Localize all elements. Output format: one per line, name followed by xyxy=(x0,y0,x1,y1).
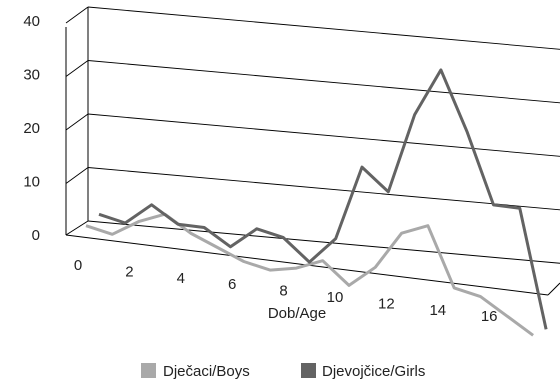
floor-depth-line xyxy=(65,220,89,236)
series-lines xyxy=(85,68,548,337)
legend-swatch-girls xyxy=(301,363,316,378)
x-axis-title: Dob/Age xyxy=(268,305,326,322)
legend-label-boys: Dječaci/Boys xyxy=(163,363,250,380)
gridline xyxy=(87,113,560,157)
x-tick-label: 14 xyxy=(429,302,446,319)
y-tick-label: 40 xyxy=(23,13,40,30)
axes xyxy=(65,7,560,296)
series-line-0 xyxy=(85,212,534,337)
gridline xyxy=(87,6,560,50)
y-tick-label: 10 xyxy=(23,174,40,191)
x-tick-labels: 0 2 4 6 8 10 12 14 16 xyxy=(74,257,498,325)
y-tick-label: 30 xyxy=(23,67,40,84)
gridline-depth xyxy=(65,167,89,184)
gridline xyxy=(87,167,560,211)
legend: Dječaci/Boys Djevojčice/Girls xyxy=(141,363,425,380)
y-tick-labels: 0 10 20 30 40 xyxy=(23,13,40,244)
legend-label-girls: Djevojčice/Girls xyxy=(322,363,425,380)
floor-right-line xyxy=(547,282,560,296)
gridline-depth xyxy=(65,60,89,77)
x-tick-label: 12 xyxy=(378,295,395,312)
x-tick-label: 6 xyxy=(228,276,236,293)
legend-swatch-boys xyxy=(141,363,156,378)
x-tick-label: 0 xyxy=(74,257,82,274)
series-line-1 xyxy=(98,68,548,330)
gridline-depth xyxy=(65,6,89,24)
y-tick-label: 0 xyxy=(32,227,40,244)
x-tick-label: 4 xyxy=(177,270,185,287)
floor-back-line xyxy=(87,220,560,264)
gridline-depth xyxy=(65,113,89,131)
x-tick-label: 2 xyxy=(125,263,133,280)
y-tick-label: 20 xyxy=(23,120,40,137)
x-tick-label: 10 xyxy=(327,289,344,306)
gridline xyxy=(87,60,560,104)
x-tick-label: 16 xyxy=(481,308,498,325)
x-tick-label: 8 xyxy=(279,283,287,300)
gridlines xyxy=(65,6,560,211)
